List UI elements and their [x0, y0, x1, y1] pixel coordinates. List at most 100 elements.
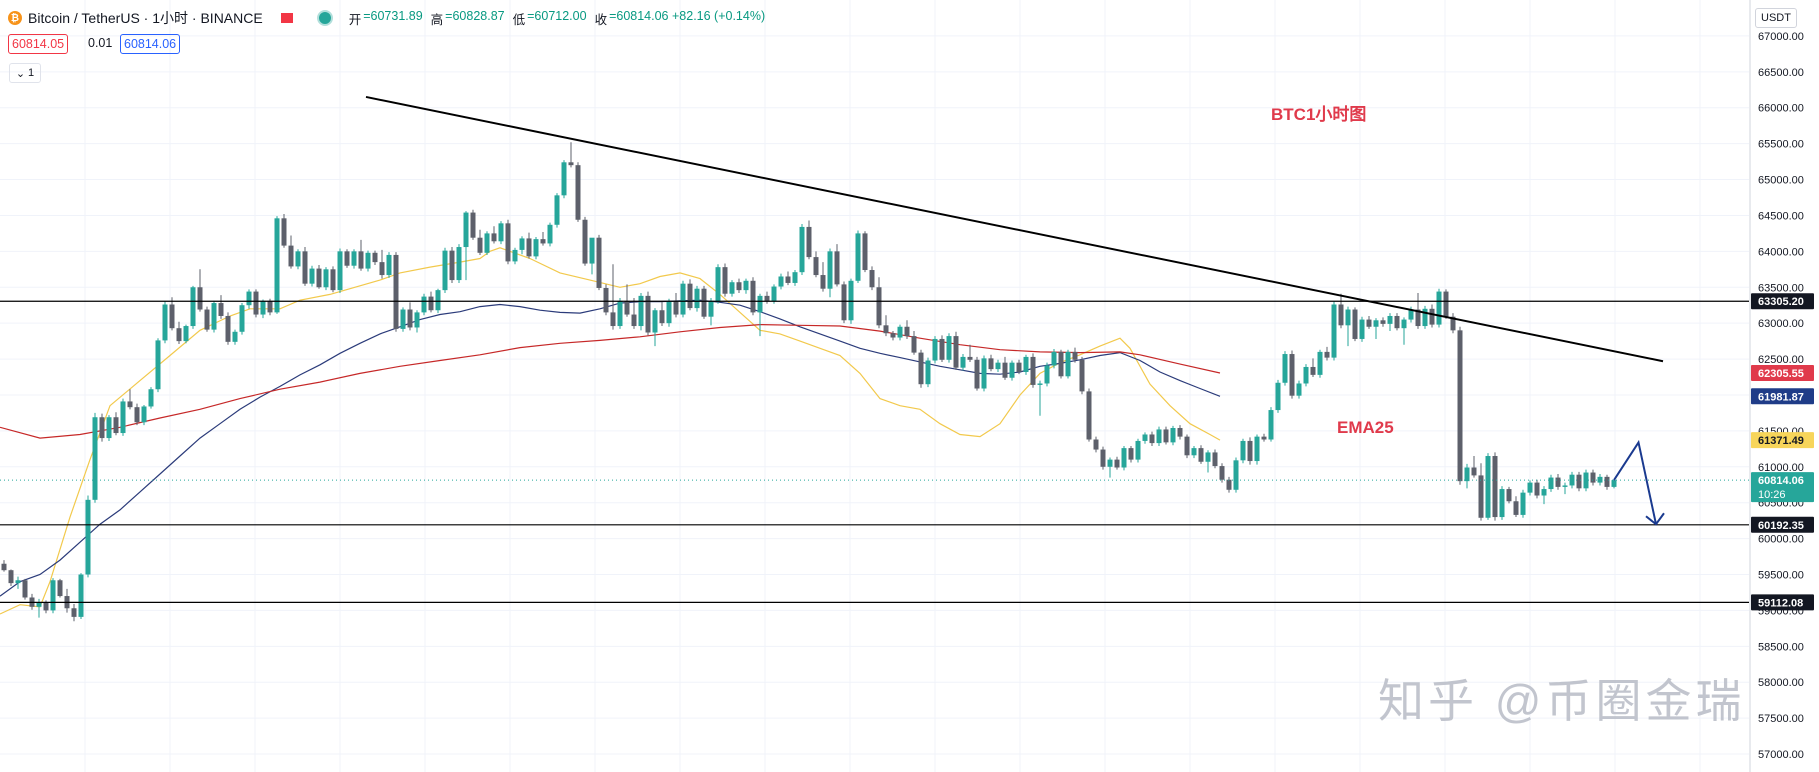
- currency-select[interactable]: USDT: [1755, 8, 1797, 28]
- candle-body: [1345, 309, 1351, 326]
- candle-body: [533, 239, 539, 257]
- price-tick-label: 64500.00: [1758, 210, 1804, 222]
- countdown-label: 10:26: [1758, 489, 1786, 501]
- symbol-title[interactable]: Bitcoin / TetherUS · 1小时 · BINANCE: [28, 10, 263, 26]
- candle-body: [1247, 440, 1253, 462]
- candle-body: [1142, 434, 1148, 441]
- candle-body: [1520, 492, 1526, 515]
- candle-body: [1030, 356, 1036, 385]
- candle-body: [197, 287, 203, 310]
- candle-body: [267, 300, 273, 313]
- candle-body: [85, 499, 91, 575]
- candle-body: [309, 268, 315, 284]
- candle-body: [169, 304, 175, 329]
- candle-body: [1226, 479, 1232, 490]
- flag-icon[interactable]: [280, 13, 293, 23]
- candle-body: [393, 254, 399, 329]
- candle-body: [36, 602, 42, 607]
- candle-body: [554, 195, 560, 225]
- candle-body: [50, 580, 56, 611]
- price-label: 62305.55: [1758, 368, 1804, 380]
- series-ma-blue: [0, 299, 1221, 597]
- candle-body: [477, 237, 483, 253]
- candle-body: [1058, 351, 1064, 377]
- market-status-icon: [316, 10, 333, 26]
- candle-body: [302, 251, 308, 284]
- candle-body: [365, 252, 371, 269]
- chevron-down-icon: ⌄: [15, 67, 26, 80]
- candle-body: [582, 219, 588, 264]
- sell-price-button[interactable]: 60814.05: [8, 34, 69, 54]
- candle-body: [1506, 489, 1512, 502]
- price-label-bg: [1751, 594, 1814, 611]
- candle-body: [1562, 485, 1568, 487]
- candle-body: [981, 358, 987, 389]
- candle-body: [1198, 448, 1204, 462]
- candle-body: [1604, 476, 1610, 487]
- candle-body: [120, 401, 126, 434]
- candle-body: [1443, 291, 1449, 317]
- candle-body: [1268, 410, 1274, 440]
- candle-body: [442, 250, 448, 291]
- candle-body: [904, 326, 910, 337]
- candle-body: [575, 165, 581, 220]
- candle-body: [1513, 501, 1519, 515]
- price-tick-label: 57000.00: [1758, 749, 1804, 761]
- candle-body: [1240, 440, 1246, 461]
- candle-body: [1485, 456, 1491, 518]
- candle-body: [337, 251, 343, 291]
- candle-body: [526, 238, 532, 257]
- bitcoin-icon: ₿: [8, 11, 22, 25]
- candle-body: [127, 401, 133, 408]
- candle-body: [827, 251, 833, 289]
- candle-body: [736, 282, 742, 291]
- price-label: 63305.20: [1758, 296, 1804, 308]
- candle-body: [568, 162, 574, 166]
- candle-body: [631, 314, 637, 327]
- price-tick-label: 66000.00: [1758, 103, 1804, 115]
- candle-body: [1, 563, 7, 571]
- candle-body: [652, 310, 658, 333]
- legend-toggle[interactable]: ⌄ 1: [9, 63, 41, 83]
- candle-body: [638, 295, 644, 327]
- candle-body: [358, 251, 364, 269]
- candle-body: [1135, 440, 1141, 460]
- candle-body: [918, 352, 924, 385]
- ema-annotation[interactable]: EMA25: [1337, 418, 1394, 437]
- candle-body: [190, 287, 196, 327]
- buy-price-button[interactable]: 60814.06: [120, 34, 181, 54]
- price-tick-label: 66500.00: [1758, 67, 1804, 79]
- candle-body: [106, 417, 112, 439]
- candle-body: [589, 237, 595, 264]
- candle-body: [1324, 351, 1330, 358]
- candle-body: [1079, 359, 1085, 392]
- candle-body: [757, 295, 763, 313]
- candle-body: [1352, 309, 1358, 339]
- arrow-head: [1645, 512, 1665, 526]
- price-label-bg: [1751, 365, 1814, 382]
- price-tick-label: 63500.00: [1758, 282, 1804, 294]
- candle-body: [960, 356, 966, 368]
- candle-body: [71, 608, 77, 617]
- candle-body: [694, 288, 700, 309]
- candle-body: [155, 340, 161, 390]
- candle-body: [1289, 354, 1295, 396]
- candle-body: [897, 326, 903, 338]
- candle-body: [372, 252, 378, 263]
- close-value: =60814.06 +82.16 (+0.14%): [609, 8, 766, 23]
- chart-title-annotation[interactable]: BTC1小时图: [1271, 105, 1367, 124]
- candle-body: [211, 303, 217, 330]
- candle-body: [890, 333, 896, 338]
- candle-body: [1219, 466, 1225, 480]
- candle-body: [1590, 472, 1596, 483]
- candle-body: [8, 570, 14, 584]
- candle-body: [1184, 436, 1190, 456]
- candle-body: [715, 267, 721, 301]
- candle-body: [876, 287, 882, 326]
- candle-body: [1436, 291, 1442, 325]
- price-label: 61981.87: [1758, 391, 1804, 403]
- candle-body: [932, 338, 938, 361]
- candle-body: [1478, 475, 1484, 518]
- candle-layer: [1, 142, 1617, 622]
